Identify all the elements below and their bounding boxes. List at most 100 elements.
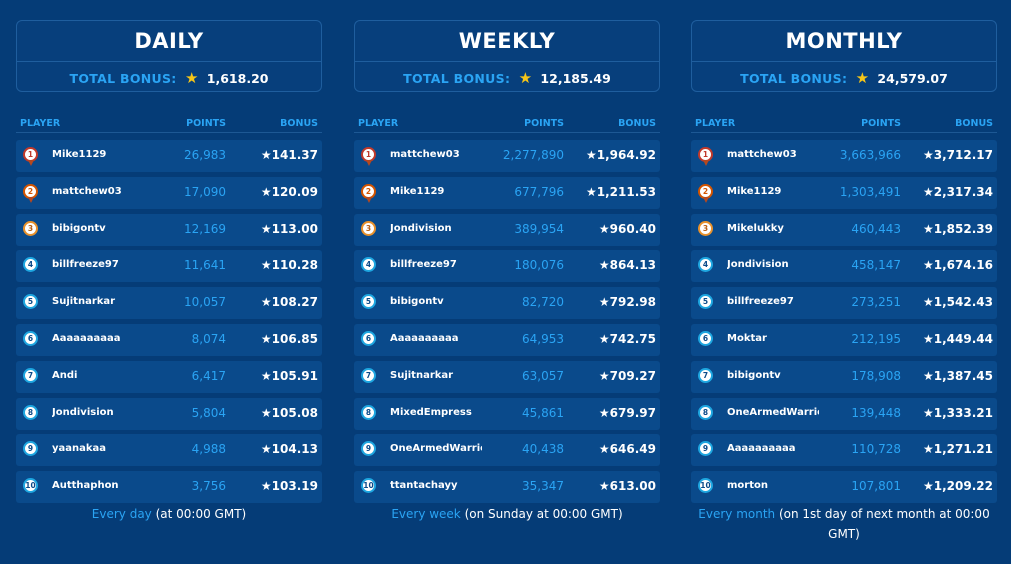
weekly-payout-schedule: Every week (on Sunday at 00:00 GMT) — [354, 504, 660, 524]
table-row: 7 Andi 6,417 ★105.91 — [16, 360, 322, 393]
player-name: Sujitnarkar — [52, 296, 116, 308]
player-bonus: ★120.09 — [260, 184, 318, 199]
player-bonus: ★1,964.92 — [586, 148, 656, 162]
player-points: 2,277,890 — [502, 148, 564, 162]
player-name: Mikelukky — [727, 222, 784, 234]
leaderboard-weekly: WEEKLY TOTAL BONUS: ★ 12,185.49 PLAYER P… — [354, 20, 660, 508]
player-points: 35,347 — [522, 479, 564, 494]
table-row: 1 mattchew03 3,663,966 ★3,712.17 — [691, 140, 997, 172]
table-row: 2 Mike1129 677,796 ★1,211.53 — [354, 176, 660, 209]
weekly-title: WEEKLY — [355, 21, 659, 62]
column-header-points: POINTS — [524, 118, 564, 129]
player-bonus: ★1,674.16 — [923, 258, 993, 273]
player-bonus: ★105.91 — [260, 368, 318, 383]
rank-badge-icon: 7 — [23, 367, 38, 383]
payout-frequency: Every day — [91, 507, 152, 521]
leaderboard-monthly: MONTHLY TOTAL BONUS: ★ 24,579.07 PLAYER … — [691, 20, 997, 508]
player-points: 3,756 — [191, 479, 226, 494]
player-points: 389,954 — [514, 221, 564, 236]
table-row: 1 mattchew03 2,277,890 ★1,964.92 — [354, 140, 660, 172]
rank-badge-icon: 7 — [698, 367, 713, 383]
rank-badge-icon: 3 — [23, 220, 38, 236]
player-points: 1,303,491 — [839, 184, 901, 199]
daily-table-header: PLAYER POINTS BONUS — [16, 116, 322, 133]
player-name: Andi — [52, 369, 78, 381]
player-name: Sujitnarkar — [390, 369, 454, 381]
rank-badge-icon: 6 — [361, 330, 376, 346]
player-name: Aaaaaaaaaa — [390, 332, 459, 344]
rank-badge-icon: 8 — [23, 404, 38, 420]
table-row: 10 morton 107,801 ★1,209.22 — [691, 471, 997, 504]
monthly-header-card: MONTHLY TOTAL BONUS: ★ 24,579.07 — [691, 20, 997, 92]
player-bonus: ★679.97 — [598, 405, 656, 420]
player-bonus: ★709.27 — [598, 368, 656, 383]
payout-frequency: Every month — [698, 507, 776, 521]
player-bonus: ★103.19 — [260, 479, 318, 494]
player-points: 10,057 — [184, 295, 226, 310]
player-name: Aaaaaaaaaa — [727, 443, 796, 455]
column-header-points: POINTS — [861, 118, 901, 129]
player-points: 4,988 — [191, 442, 226, 457]
player-points: 40,438 — [522, 442, 564, 457]
daily-title: DAILY — [17, 21, 321, 62]
column-header-points: POINTS — [186, 118, 226, 129]
column-header-bonus: BONUS — [618, 118, 656, 129]
player-name: billfreeze97 — [52, 259, 119, 271]
total-bonus-label: TOTAL BONUS: — [69, 71, 177, 86]
payout-time: (on 1st day of next month at 00:00 GMT) — [775, 507, 990, 541]
table-row: 9 yaanakaa 4,988 ★104.13 — [16, 434, 322, 467]
rank-badge-icon: 10 — [23, 478, 38, 494]
rank-medal-icon: 1 — [698, 147, 713, 166]
monthly-table-header: PLAYER POINTS BONUS — [691, 116, 997, 133]
player-bonus: ★960.40 — [598, 221, 656, 236]
total-bonus-label: TOTAL BONUS: — [740, 71, 848, 86]
player-points: 12,169 — [184, 221, 226, 236]
player-bonus: ★141.37 — [260, 148, 318, 162]
payout-time: (at 00:00 GMT) — [151, 507, 247, 521]
player-name: MixedEmpress — [390, 406, 472, 418]
star-icon: ★ — [184, 69, 199, 87]
player-points: 11,641 — [184, 258, 226, 273]
player-bonus: ★1,333.21 — [923, 405, 993, 420]
player-name: Jondivision — [390, 222, 452, 234]
weekly-header-card: WEEKLY TOTAL BONUS: ★ 12,185.49 — [354, 20, 660, 92]
column-header-bonus: BONUS — [280, 118, 318, 129]
daily-total-bonus: TOTAL BONUS: ★ 1,618.20 — [17, 62, 321, 93]
table-row: 8 Jondivision 5,804 ★105.08 — [16, 397, 322, 430]
player-bonus: ★864.13 — [598, 258, 656, 273]
rank-badge-icon: 7 — [361, 367, 376, 383]
player-name: bibigontv — [52, 222, 106, 234]
star-icon: ★ — [518, 69, 533, 87]
table-row: 6 Aaaaaaaaaa 8,074 ★106.85 — [16, 323, 322, 356]
rank-badge-icon: 6 — [698, 330, 713, 346]
total-bonus-label: TOTAL BONUS: — [403, 71, 511, 86]
rank-medal-icon: 1 — [23, 147, 38, 166]
player-name: mattchew03 — [52, 185, 122, 197]
player-name: Moktar — [727, 332, 767, 344]
player-points: 460,443 — [851, 221, 901, 236]
player-points: 26,983 — [184, 148, 226, 162]
table-row: 5 Sujitnarkar 10,057 ★108.27 — [16, 287, 322, 320]
table-row: 7 bibigontv 178,908 ★1,387.45 — [691, 360, 997, 393]
table-row: 4 billfreeze97 11,641 ★110.28 — [16, 250, 322, 283]
rank-badge-icon: 3 — [698, 220, 713, 236]
table-row: 3 bibigontv 12,169 ★113.00 — [16, 213, 322, 246]
player-name: yaanakaa — [52, 443, 107, 455]
player-name: mattchew03 — [390, 149, 460, 160]
table-row: 9 Aaaaaaaaaa 110,728 ★1,271.21 — [691, 434, 997, 467]
rank-badge-icon: 9 — [23, 441, 38, 457]
rank-badge-icon: 9 — [361, 441, 376, 457]
player-name: Mike1129 — [727, 185, 782, 197]
player-name: ttantachayy — [390, 480, 458, 492]
table-row: 4 billfreeze97 180,076 ★864.13 — [354, 250, 660, 283]
player-name: OneArmedWarrior — [727, 406, 819, 418]
table-row: 1 Mike1129 26,983 ★141.37 — [16, 140, 322, 172]
player-bonus: ★613.00 — [598, 479, 656, 494]
table-row: 9 OneArmedWarrior 40,438 ★646.49 — [354, 434, 660, 467]
player-points: 45,861 — [522, 405, 564, 420]
player-points: 5,804 — [191, 405, 226, 420]
player-points: 273,251 — [851, 295, 901, 310]
table-row: 7 Sujitnarkar 63,057 ★709.27 — [354, 360, 660, 393]
column-header-player: PLAYER — [695, 118, 736, 129]
